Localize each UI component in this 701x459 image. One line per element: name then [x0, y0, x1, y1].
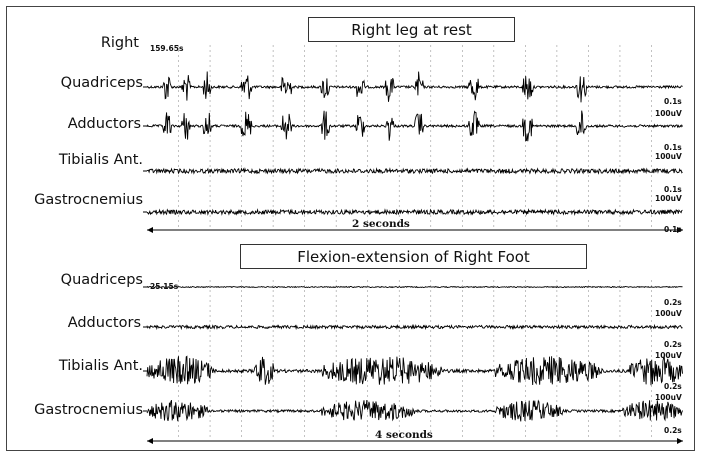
bottom-duration-label: 4 seconds	[375, 429, 433, 441]
top-label-gastrocnemius: Gastrocnemius	[34, 192, 143, 208]
emg-trace-adductors	[146, 110, 683, 142]
emg-trace-tibialis-ant	[146, 167, 683, 175]
top-duration-label: 2 seconds	[352, 218, 410, 230]
top-label-adductors: Adductors	[67, 116, 141, 132]
bottom-label-quadriceps: Quadriceps	[60, 272, 143, 288]
bottom-grid	[178, 280, 652, 440]
emg-trace-gastrocnemius	[146, 208, 683, 216]
top-scale-time-4: 0.1s	[664, 225, 682, 234]
bottom-scale-amp-1: 100uV	[655, 309, 682, 318]
top-scale-amp-3: 100uV	[655, 194, 682, 203]
top-scale-time-2: 0.1s	[664, 143, 682, 152]
top-panel-title: Right leg at rest	[308, 17, 515, 42]
bottom-label-tibialis: Tibialis Ant.	[58, 358, 143, 374]
top-grid	[178, 45, 652, 230]
top-label-quadriceps: Quadriceps	[60, 75, 143, 91]
bottom-scale-time-4: 0.2s	[664, 426, 682, 435]
panel-axes	[147, 227, 683, 444]
axis-arrow-left	[147, 227, 153, 233]
top-timestamp: 159.65s	[150, 44, 184, 53]
top-label-tibialis: Tibialis Ant.	[58, 152, 143, 168]
bottom-scale-amp-3: 100uV	[655, 393, 682, 402]
axis-arrow-left	[147, 438, 153, 444]
emg-trace-tibialis-ant	[146, 355, 683, 386]
bottom-scale-amp-2: 100uV	[655, 351, 682, 360]
bottom-label-adductors: Adductors	[67, 315, 141, 331]
emg-trace-quadriceps	[146, 285, 683, 289]
emg-trace-gastrocnemius	[146, 399, 683, 422]
top-scale-amp-1: 100uV	[655, 109, 682, 118]
bottom-label-gastrocnemius: Gastrocnemius	[34, 402, 143, 418]
bottom-scale-time-3: 0.2s	[664, 382, 682, 391]
top-scale-time-1: 0.1s	[664, 97, 682, 106]
figure-frame	[6, 6, 695, 451]
bottom-scale-time-2: 0.2s	[664, 340, 682, 349]
top-traces	[143, 71, 683, 216]
top-scale-time-3: 0.1s	[664, 185, 682, 194]
emg-trace-quadriceps	[146, 71, 683, 103]
bottom-panel-title: Flexion-extension of Right Foot	[240, 244, 587, 269]
bottom-scale-time-1: 0.2s	[664, 298, 682, 307]
top-scale-amp-2: 100uV	[655, 152, 682, 161]
axis-arrow-right	[677, 438, 683, 444]
bottom-traces	[143, 285, 683, 422]
emg-trace-adductors	[146, 323, 683, 331]
bottom-timestamp: 25.15s	[150, 282, 179, 291]
row-header-right: Right	[100, 35, 139, 51]
axis-arrow-right	[677, 227, 683, 233]
